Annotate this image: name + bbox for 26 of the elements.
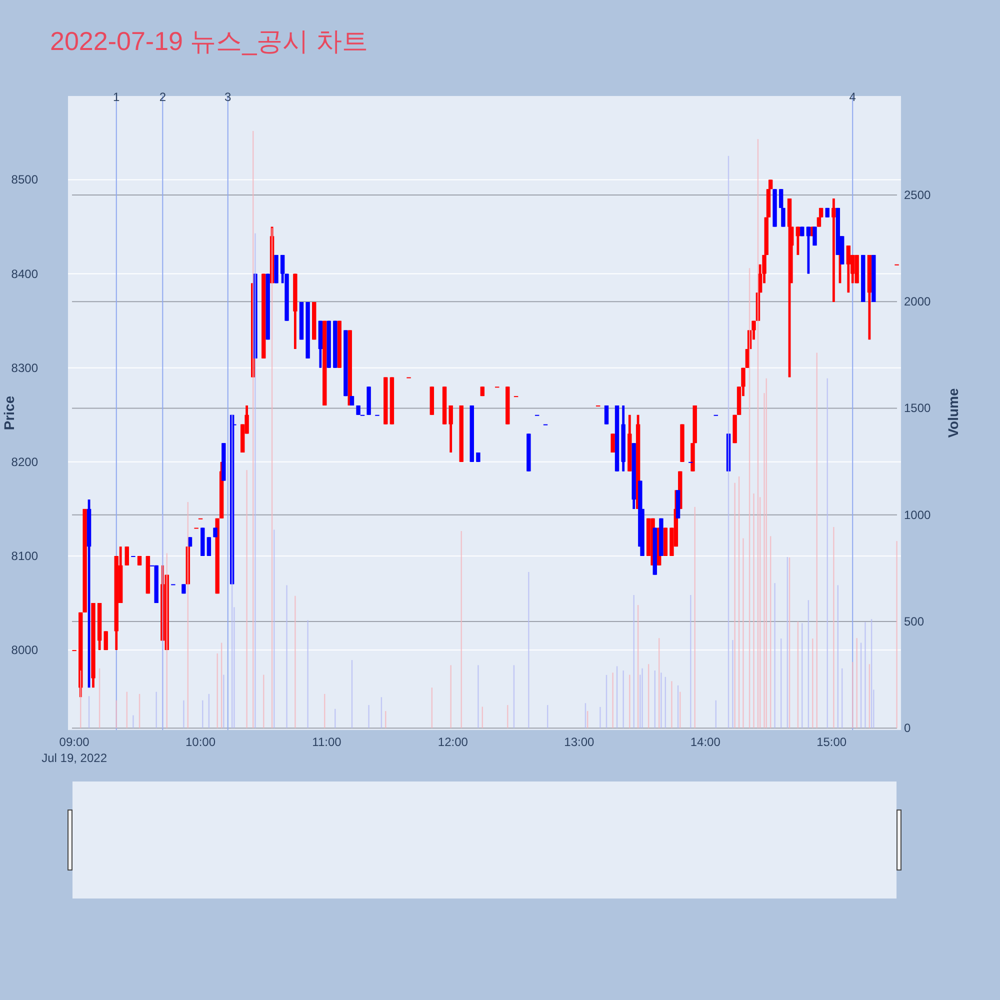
x-tick-label: 09:00 Jul 19, 2022 [42,735,108,765]
ref-line-label: 4 [849,90,856,104]
y-tick-label: 8300 [11,360,38,375]
y-tick-label: 8000 [11,643,38,658]
y-tick-label: 8200 [11,454,38,469]
x-tick-label: 12:00 [438,735,468,749]
y-tick-label: 8400 [11,266,38,281]
ref-line-label: 2 [159,90,166,104]
ref-line-label: 1 [113,90,120,104]
y-axis-title: Price [1,396,17,430]
x-tick-label: 14:00 [690,735,721,749]
x-tick-label: 11:00 [312,735,342,749]
y-tick-label: 8100 [11,548,38,563]
x-tick-label: 10:00 [186,735,216,749]
x-tick-label: 13:00 [564,735,594,749]
x-tick-label: 15:00 [816,735,847,749]
chart-title: 2022-07-19 뉴스_공시 차트 [50,26,368,56]
y2-axis-title: Volume [945,388,961,438]
y2-tick-label: 2000 [904,294,932,309]
y2-tick-label: 1500 [904,401,932,416]
y2-tick-label: 500 [904,614,924,628]
y2-tick-label: 2500 [904,188,932,202]
y2-tick-label: 0 [904,721,911,736]
y-tick-label: 8500 [11,172,38,187]
ref-line-label: 3 [224,90,232,104]
y2-tick-label: 1000 [904,508,932,522]
